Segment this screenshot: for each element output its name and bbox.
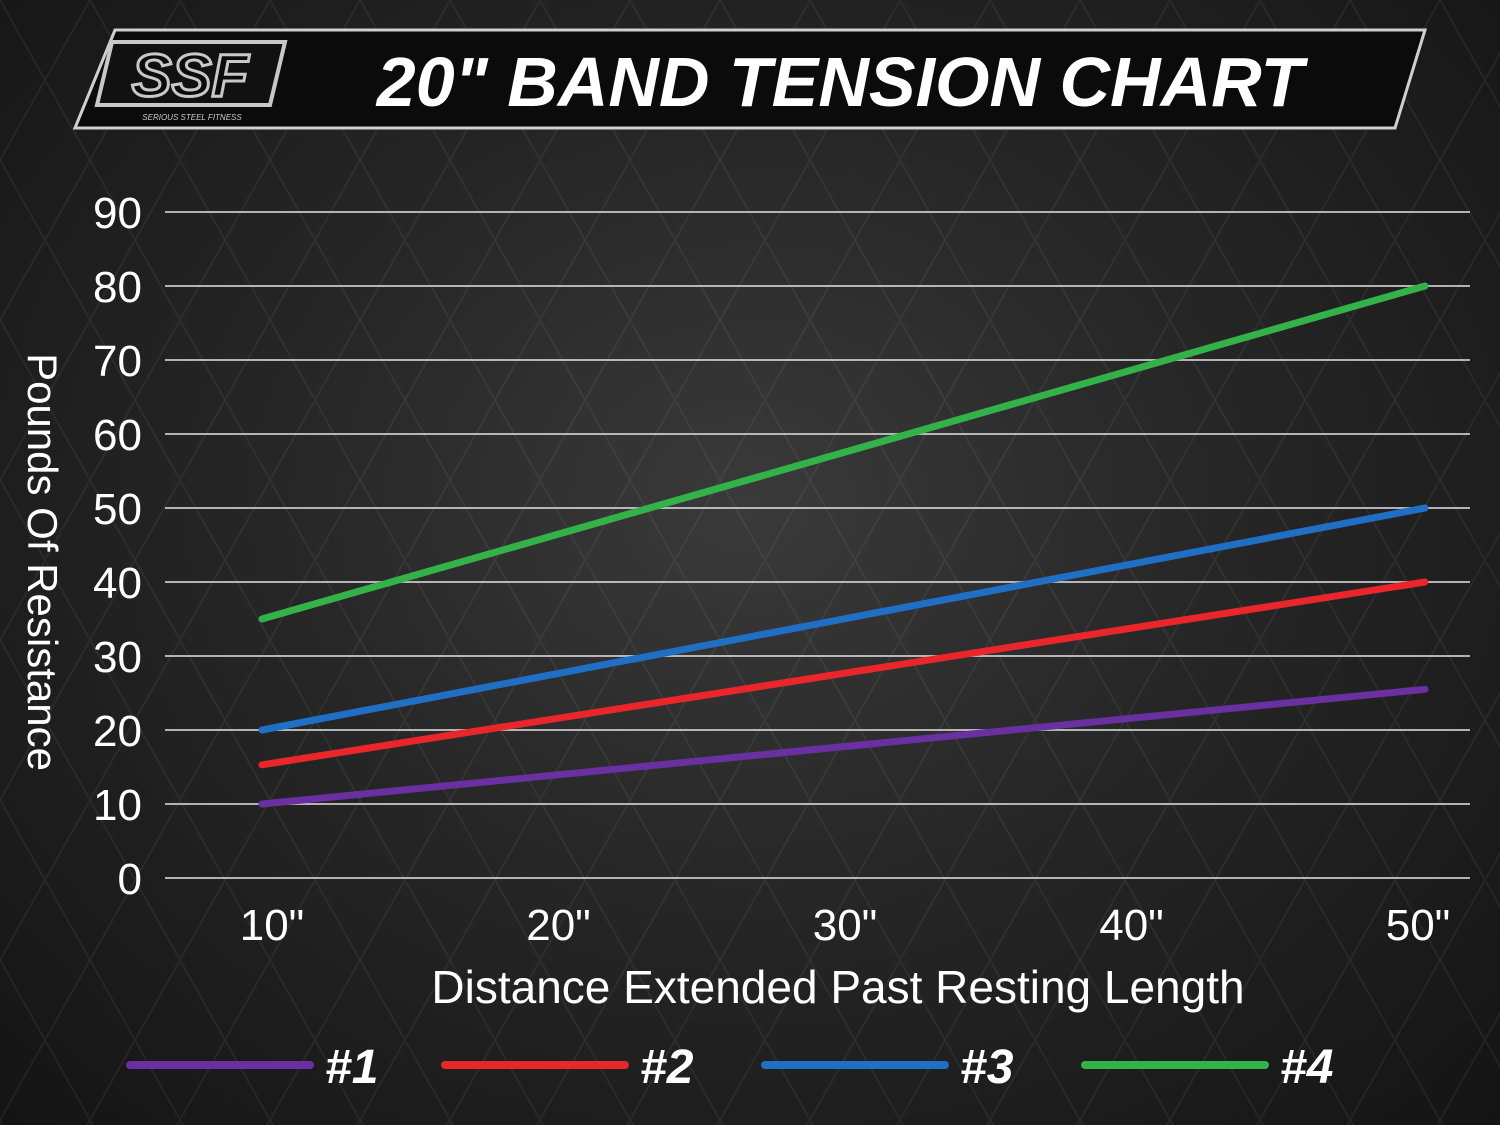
series-line-4 bbox=[258, 282, 1429, 623]
legend: #1 #2 #3 #4 bbox=[126, 1041, 1333, 1094]
chart-title: 20" BAND TENSION CHART bbox=[375, 43, 1309, 121]
x-tick-label: 50" bbox=[1386, 901, 1451, 950]
y-tick-label: 20 bbox=[93, 707, 142, 756]
y-tick-label: 10 bbox=[93, 781, 142, 830]
series-line-1 bbox=[258, 685, 1429, 808]
title-banner: SSF SERIOUS STEEL FITNESS 20" BAND TENSI… bbox=[72, 28, 1428, 130]
y-tick-label: 40 bbox=[93, 559, 142, 608]
x-axis-label: Distance Extended Past Resting Length bbox=[431, 961, 1244, 1013]
legend-label-2: #2 bbox=[640, 1041, 694, 1094]
logo-text: SSF bbox=[132, 42, 250, 109]
y-tick-label: 0 bbox=[118, 855, 142, 904]
y-axis-label: Pounds Of Resistance bbox=[19, 353, 66, 771]
y-tick-label: 50 bbox=[93, 485, 142, 534]
y-tick-label: 60 bbox=[93, 411, 142, 460]
x-tick-label: 30" bbox=[813, 901, 878, 950]
x-tick-label: 40" bbox=[1099, 901, 1164, 950]
y-tick-label: 80 bbox=[93, 263, 142, 312]
logo-tagline: SERIOUS STEEL FITNESS bbox=[142, 113, 242, 122]
legend-label-3: #3 bbox=[960, 1041, 1014, 1094]
y-tick-label: 30 bbox=[93, 633, 142, 682]
ssf-logo: SSF SERIOUS STEEL FITNESS bbox=[94, 40, 288, 122]
legend-label-4: #4 bbox=[1280, 1041, 1333, 1094]
y-tick-label: 90 bbox=[93, 189, 142, 238]
series-line-3 bbox=[258, 504, 1429, 734]
y-tick-label: 70 bbox=[93, 337, 142, 386]
legend-label-1: #1 bbox=[325, 1041, 378, 1094]
x-tick-label: 10" bbox=[240, 901, 305, 950]
series-line-2 bbox=[258, 578, 1429, 769]
x-tick-label: 20" bbox=[526, 901, 591, 950]
